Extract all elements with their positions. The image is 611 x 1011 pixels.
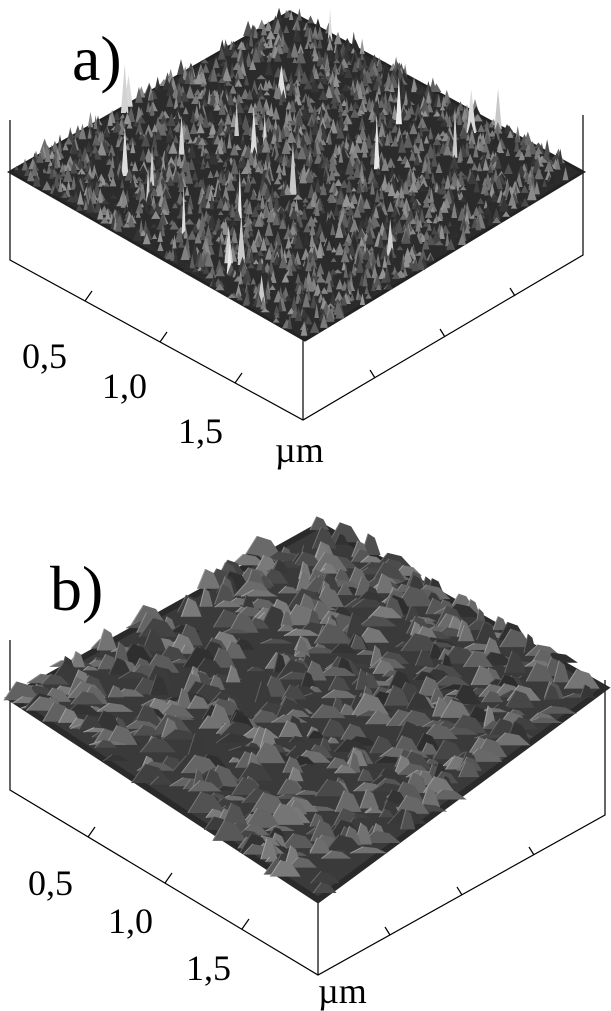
texture [360, 39, 365, 54]
axis-label: 1,0 [102, 366, 147, 406]
axis-tick [370, 370, 375, 378]
axis-label: 0,5 [28, 863, 73, 903]
axis-label: 0,5 [22, 336, 67, 376]
axis-tick [385, 927, 390, 935]
panel-label: b) [50, 553, 103, 624]
axis-tick [165, 873, 172, 883]
axis-label: 1,0 [108, 901, 153, 941]
panel-b: b) 0,5 1,0 1,5 µm [4, 516, 605, 1011]
axis-tick [160, 332, 167, 342]
axis-tick [510, 288, 515, 296]
unit-label: µm [318, 971, 367, 1011]
figure: a) 0,5 1,0 1,5 µm b) 0,5 1,0 1,5 µm [0, 0, 611, 1011]
page: {"panels": [ {"label": "a)", "axis_label… [0, 0, 611, 1011]
axis-tick [440, 329, 445, 337]
texture [177, 59, 185, 74]
axis-label: 1,5 [186, 948, 231, 988]
panel-label: a) [72, 23, 122, 94]
axis-tick [235, 373, 242, 383]
panel-a: a) 0,5 1,0 1,5 µm [10, 8, 583, 470]
axis-tick [85, 291, 92, 301]
texture [307, 15, 314, 23]
axis-tick [529, 847, 534, 855]
axis-tick [242, 919, 249, 929]
axis-tick [88, 827, 95, 837]
unit-label: µm [275, 430, 324, 470]
texture [88, 112, 94, 128]
axis-tick [457, 887, 462, 895]
axis-label: 1,5 [178, 411, 223, 451]
